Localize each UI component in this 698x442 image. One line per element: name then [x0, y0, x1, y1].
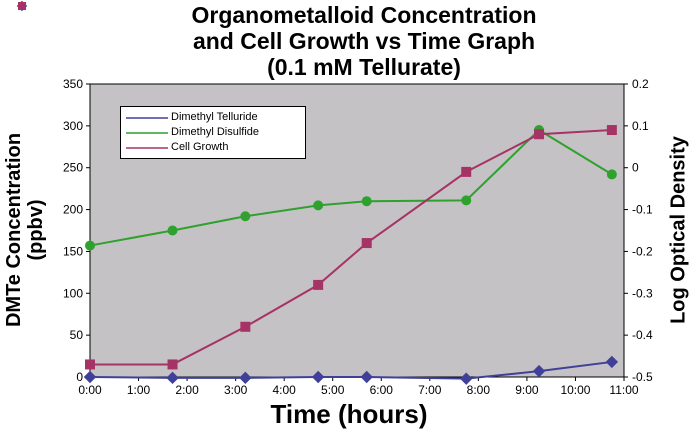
- x-tick-label: 3:00: [224, 383, 248, 397]
- legend: Dimethyl Telluride Dimethyl Disulfide Cell…: [120, 106, 306, 159]
- y-axis-left-title-line-2: (ppbv): [25, 199, 47, 261]
- legend-marker-square-icon: [126, 146, 168, 149]
- series-marker-dimethyl-telluride: [239, 371, 252, 385]
- series-marker-dimethyl-telluride: [460, 372, 473, 385]
- series-marker-dimethyl-disulfide: [167, 225, 178, 236]
- y-left-tick-label: 100: [63, 286, 83, 300]
- legend-label: Dimethyl Disulfide: [171, 126, 260, 138]
- series-marker-dimethyl-telluride: [605, 355, 619, 369]
- y-axis-right-title: Log Optical Density: [667, 136, 690, 324]
- series-marker-dimethyl-telluride: [83, 370, 97, 384]
- x-tick-label: 11:00: [609, 383, 638, 397]
- chart-title-line-1: Organometalloid Concentration: [191, 2, 537, 28]
- series-marker-dimethyl-telluride: [360, 370, 373, 384]
- series-marker-cell-growth: [313, 279, 324, 290]
- y-right-tick-label: -0.2: [632, 244, 653, 258]
- y-left-tick-label: 200: [63, 203, 83, 217]
- x-tick-label: 5:00: [321, 383, 345, 397]
- legend-marker-diamond-icon: [126, 116, 168, 119]
- series-marker-cell-growth: [361, 238, 372, 249]
- series-marker-dimethyl-disulfide: [606, 169, 617, 180]
- x-tick-label: 9:00: [515, 383, 539, 397]
- x-tick-label: 1:00: [127, 383, 151, 397]
- legend-item-cell-growth: Cell Growth: [125, 140, 301, 155]
- series-marker-dimethyl-telluride: [532, 364, 546, 378]
- y-left-tick-label: 0: [76, 370, 83, 384]
- chart-title-line-2: and Cell Growth vs Time Graph: [192, 28, 536, 54]
- y-right-tick-label: 0.2: [632, 77, 649, 91]
- series-marker-cell-growth: [85, 359, 95, 370]
- x-tick-label: 8:00: [467, 383, 491, 397]
- series-line-dimethyl-disulfide: [89, 128, 613, 247]
- y-right-tick-label: -0.3: [632, 286, 653, 300]
- y-axis-left-title-line-1: DMTe Concentration: [3, 132, 25, 328]
- y-left-tick-label: 50: [70, 328, 84, 342]
- series-marker-dimethyl-disulfide: [313, 200, 324, 211]
- x-tick-label: 0:00: [78, 383, 102, 397]
- x-tick-label: 10:00: [560, 383, 590, 397]
- y-right-tick-label: -0.4: [632, 328, 653, 342]
- series-marker-cell-growth: [606, 125, 617, 136]
- series-marker-dimethyl-disulfide: [240, 211, 251, 222]
- series-marker-dimethyl-disulfide: [461, 195, 472, 206]
- y-left-tick-label: 150: [63, 244, 83, 258]
- y-right-tick-label: 0.1: [632, 119, 649, 133]
- y-axis-left-title: DMTe Concentration (ppbv): [3, 133, 47, 327]
- y-left-tick-label: 300: [63, 119, 83, 133]
- y-right-tick-label: 0: [632, 161, 639, 175]
- series-marker-dimethyl-telluride: [311, 370, 325, 384]
- y-left-tick-label: 250: [63, 161, 83, 175]
- x-tick-label: 2:00: [175, 383, 199, 397]
- legend-item-dimethyl-telluride: Dimethyl Telluride: [125, 110, 301, 125]
- legend-label: Dimethyl Telluride: [171, 111, 258, 123]
- x-tick-label: 7:00: [418, 383, 442, 397]
- legend-label: Cell Growth: [171, 141, 229, 153]
- series-marker-cell-growth: [534, 129, 545, 140]
- y-left-tick-label: 350: [63, 77, 83, 91]
- series-marker-cell-growth: [167, 359, 178, 370]
- legend-marker-circle-icon: [126, 131, 168, 134]
- chart-title: Organometalloid Concentration and Cell G…: [34, 2, 694, 80]
- legend-marker-sample: [18, 2, 26, 10]
- series-line-dimethyl-telluride: [89, 360, 612, 380]
- y-right-tick-label: -0.1: [632, 203, 653, 217]
- x-tick-label: 6:00: [370, 383, 394, 397]
- series-marker-dimethyl-telluride: [166, 371, 179, 385]
- y-right-tick-label: -0.5: [632, 370, 653, 384]
- x-tick-label: 4:00: [273, 383, 297, 397]
- series-line-cell-growth: [90, 129, 612, 366]
- x-axis-title: Time (hours): [270, 399, 428, 429]
- series-marker-dimethyl-disulfide: [85, 240, 95, 251]
- chart-title-line-3: (0.1 mM Tellurate): [267, 54, 461, 80]
- series-marker-cell-growth: [461, 166, 472, 177]
- legend-item-dimethyl-disulfide: Dimethyl Disulfide: [125, 125, 301, 140]
- series-marker-dimethyl-disulfide: [361, 196, 372, 207]
- series-marker-cell-growth: [240, 321, 251, 332]
